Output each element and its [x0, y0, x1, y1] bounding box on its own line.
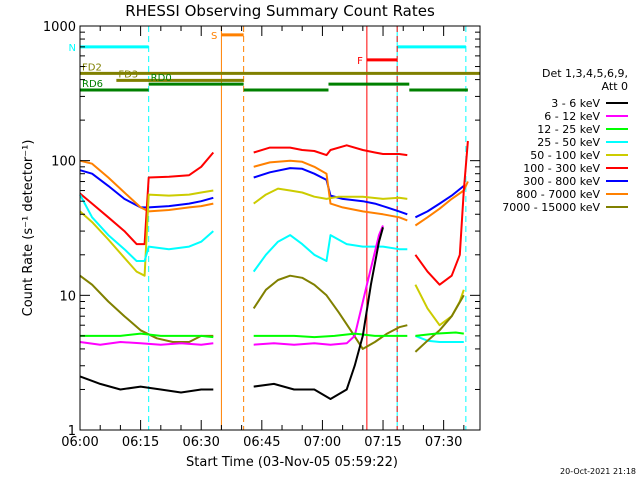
series-line — [252, 234, 408, 273]
x-tick-label: 06:30 — [182, 435, 219, 450]
series-12-25-kev — [80, 331, 464, 339]
legend-label-800-7000-kev: 800 - 7000 keV — [516, 188, 600, 201]
series-line — [253, 144, 408, 157]
decimation-label-fd3: FD3 — [118, 69, 138, 80]
series-line — [253, 332, 408, 339]
series-layer — [79, 140, 469, 400]
x-axis: 06:00 06:15 06:30 06:45 07:00 07:15 07:30 — [61, 26, 465, 450]
chart-title: RHESSI Observing Summary Count Rates — [125, 2, 435, 20]
night-label: N — [69, 43, 76, 54]
series-line — [79, 159, 214, 213]
series-line — [80, 332, 214, 339]
x-tick-label: 06:15 — [122, 435, 159, 450]
series-line — [253, 225, 384, 346]
series-line — [414, 294, 465, 353]
x-tick-label: 07:15 — [364, 435, 401, 450]
legend-label-3-6-kev: 3 - 6 keV — [551, 97, 600, 110]
x-tick-label: 06:45 — [243, 435, 280, 450]
y-tick-label: 1000 — [43, 20, 76, 35]
series-line — [415, 334, 464, 343]
series-line — [253, 187, 408, 205]
date-stamp: 20-Oct-2021 21:18 — [560, 467, 636, 476]
x-tick-label: 06:00 — [61, 435, 98, 450]
legend-label-50-100-kev: 50 - 100 keV — [530, 149, 600, 162]
series-line — [79, 151, 215, 246]
decimation-label-rd6: RD6 — [82, 79, 103, 90]
legend-header-line2: Att 0 — [602, 80, 628, 93]
series-line — [253, 227, 384, 400]
series-6-12-kev — [79, 225, 384, 346]
x-tick-label: 07:30 — [425, 435, 462, 450]
saa-label: S — [211, 31, 217, 42]
series-25-50-kev — [79, 194, 464, 343]
series-line — [79, 341, 214, 346]
legend-label-7000-15000-kev: 7000 - 15000 keV — [502, 201, 600, 214]
series-300-800-kev — [79, 167, 465, 219]
series-line — [79, 194, 214, 262]
series-line — [414, 185, 465, 219]
series-line — [253, 159, 408, 222]
plot-frame — [79, 25, 481, 431]
y-axis-label: Count Rate (s⁻¹ detector⁻¹) — [21, 140, 36, 317]
y-tick-label: 1 — [68, 424, 76, 439]
y-tick-label: 100 — [51, 155, 76, 170]
series-line — [79, 189, 214, 277]
legend-label-25-50-kev: 25 - 50 keV — [537, 136, 600, 149]
legend-label-12-25-kev: 12 - 25 keV — [537, 123, 600, 136]
series-line — [414, 140, 469, 286]
legend-label-100-300-kev: 100 - 300 keV — [523, 162, 600, 175]
series-line — [79, 375, 214, 394]
series-line — [253, 167, 408, 216]
series-line — [415, 331, 464, 337]
decimation-label-rd0: RD0 — [151, 73, 172, 84]
legend-label-300-800-kev: 300 - 800 keV — [523, 175, 600, 188]
series-100-300-kev — [79, 140, 469, 286]
y-tick-label: 10 — [59, 289, 76, 304]
series-3-6-kev — [79, 227, 384, 400]
y-axis: 1 10 100 1000 — [43, 20, 480, 439]
x-axis-label: Start Time (03-Nov-05 05:59:22) — [186, 455, 398, 470]
series-line — [79, 169, 214, 209]
decimation-label-fd2: FD2 — [82, 62, 102, 73]
x-tick-label: 07:00 — [304, 435, 341, 450]
legend-header-line1: Det 1,3,4,5,6,9, — [542, 67, 628, 80]
legend-label-6-12-kev: 6 - 12 keV — [544, 110, 600, 123]
flare-label: F — [357, 56, 363, 67]
